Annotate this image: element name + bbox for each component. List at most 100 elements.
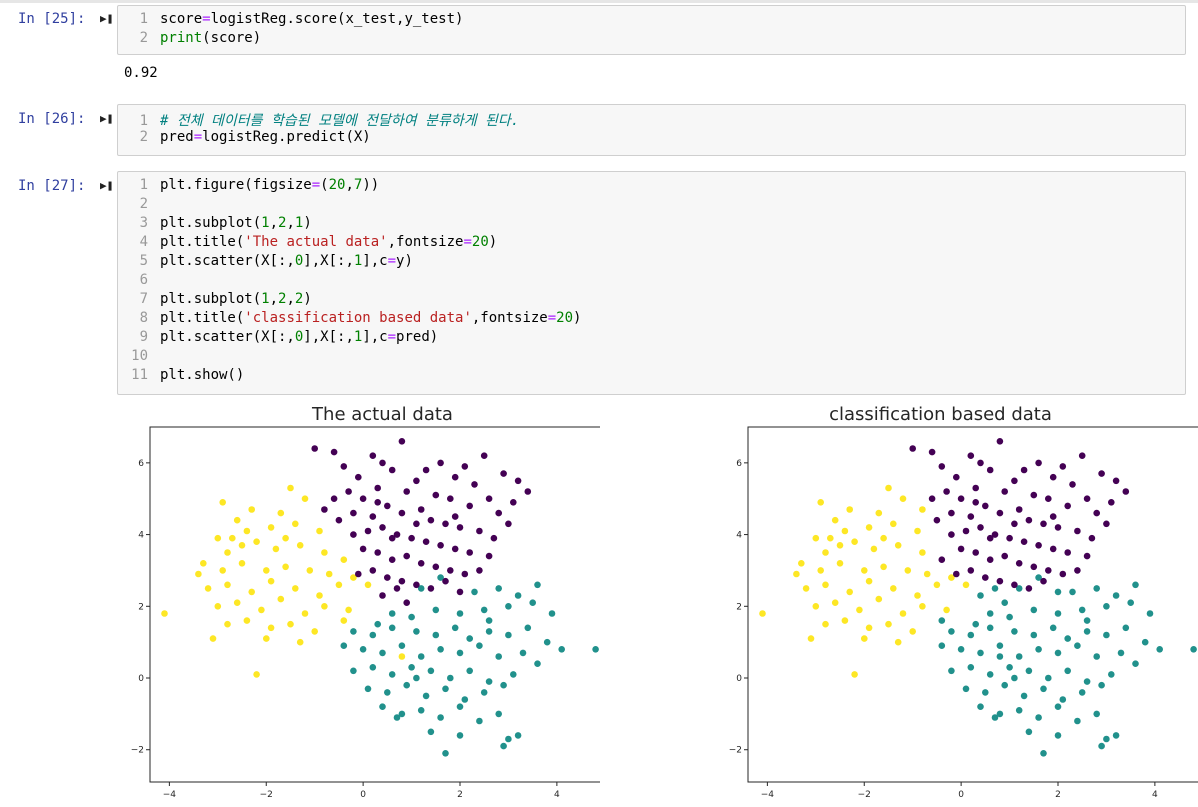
code-line[interactable]: 11 plt.show() [118, 367, 244, 386]
data-point-class2 [759, 610, 766, 617]
code-cell-27[interactable]: In [27]: ▶❚ 1 plt.figure(figsize=(20,7)) 2… [0, 171, 1198, 396]
data-point-class0 [359, 545, 367, 553]
code-line[interactable]: 2 print(score) [118, 30, 262, 49]
data-point-class0 [359, 495, 367, 502]
data-point-class2 [248, 506, 255, 513]
x-tick-label: 2 [457, 790, 463, 800]
data-point-class2 [238, 542, 246, 549]
data-point-class0 [403, 552, 411, 560]
data-point-class2 [885, 484, 892, 492]
data-point-class1 [967, 631, 975, 639]
data-point-class1 [495, 653, 503, 660]
data-point-class0 [369, 452, 377, 459]
data-point-class2 [865, 524, 873, 531]
data-point-class0 [427, 585, 435, 592]
code-line[interactable]: 1 score=logistReg.score(x_test,y_test) [118, 11, 464, 30]
data-point-class0 [1093, 509, 1100, 517]
code-line[interactable]: 2 [118, 196, 160, 215]
data-point-class2 [943, 606, 950, 614]
data-point-class1 [1098, 681, 1105, 689]
data-point-class0 [388, 534, 396, 542]
code-line[interactable]: 7 plt.subplot(1,2,2) [118, 291, 312, 310]
data-point-class1 [991, 714, 999, 721]
data-point-class1 [432, 631, 440, 639]
data-point-class1 [369, 664, 377, 671]
x-tick-label: −4 [761, 790, 775, 800]
data-point-class1 [948, 628, 955, 635]
line-number: 1 [139, 11, 148, 27]
data-point-class1 [480, 689, 488, 696]
code-line[interactable]: 8 plt.title('classification based data',f… [118, 310, 582, 329]
data-point-class0 [403, 488, 411, 495]
code-editor[interactable]: 1 plt.figure(figsize=(20,7)) 2 3 plt.subplot… [117, 171, 1186, 395]
code-editor[interactable]: 1 score=logistReg.score(x_test,y_test) 2 pr… [117, 5, 1186, 55]
data-point-class1 [1132, 581, 1139, 589]
y-tick-label: 2 [736, 602, 742, 612]
data-point-class2 [253, 671, 260, 678]
data-point-class0 [413, 581, 420, 589]
data-point-class0 [364, 527, 372, 535]
data-point-class2 [919, 549, 926, 556]
code-cell-25[interactable]: In [25]: ▶❚ 1 score=logistReg.score(x_tes… [0, 5, 1198, 90]
code-text: # 전체 데이터를 학습된 모델에 전달하여 분류하게 된다. [160, 113, 520, 129]
data-point-class0 [1064, 502, 1071, 510]
code-line[interactable]: 3 plt.subplot(1,2,1) [118, 215, 312, 234]
data-point-class0 [417, 560, 425, 567]
data-point-class0 [311, 445, 319, 452]
data-point-class1 [456, 610, 464, 617]
code-line[interactable]: 5 plt.scatter(X[:,0],X[:,1],c=y) [118, 253, 413, 272]
line-number: 4 [139, 234, 148, 250]
data-point-class1 [1064, 635, 1071, 642]
data-point-class0 [490, 534, 498, 542]
run-cell-icon[interactable]: ▶❚ [100, 179, 114, 192]
data-point-class0 [996, 438, 1004, 445]
code-line[interactable]: 2 pred=logistReg.predict(X) [118, 129, 371, 148]
code-line[interactable]: 4 plt.title('The actual data',fontsize=20… [118, 234, 498, 253]
data-point-class1 [379, 649, 386, 657]
code-line[interactable]: 6 [118, 272, 160, 291]
data-point-class0 [350, 531, 357, 538]
data-point-class1 [1006, 613, 1013, 621]
code-text: plt.show() [160, 367, 245, 383]
data-point-class0 [398, 577, 406, 585]
line-number: 8 [139, 310, 148, 326]
cell-output: 0.92 [124, 65, 158, 81]
code-cell-26[interactable]: In [26]: ▶❚ 1 # 전체 데이터를 학습된 모델에 전달하여 분류하게… [0, 104, 1198, 156]
y-tick-label: −2 [131, 746, 144, 756]
y-tick-label: 0 [736, 674, 742, 684]
data-point-class1 [1103, 631, 1110, 639]
data-point-class1 [388, 624, 396, 632]
code-line[interactable]: 1 plt.figure(figsize=(20,7)) [118, 177, 380, 196]
data-point-class0 [933, 516, 941, 524]
cell-prompt: In [26]: [18, 111, 86, 127]
code-line[interactable]: 10 [118, 348, 160, 367]
data-point-class1 [1035, 714, 1042, 721]
data-point-class0 [977, 524, 984, 531]
code-text: plt.title('The actual data',fontsize=20) [160, 234, 498, 250]
data-point-class1 [1132, 660, 1139, 667]
data-point-class2 [243, 527, 251, 535]
code-editor[interactable]: 1 # 전체 데이터를 학습된 모델에 전달하여 분류하게 된다. 2 pred=lo… [117, 104, 1186, 156]
data-point-class1 [393, 714, 401, 721]
code-line[interactable]: 1 # 전체 데이터를 학습된 모델에 전달하여 분류하게 된다. [118, 110, 520, 129]
data-point-class2 [219, 499, 226, 506]
data-point-class0 [393, 585, 401, 592]
run-cell-icon[interactable]: ▶❚ [100, 112, 114, 125]
code-line[interactable]: 9 plt.scatter(X[:,0],X[:,1],c=pred) [118, 329, 439, 348]
data-point-class0 [996, 509, 1004, 517]
data-point-class1 [466, 635, 474, 642]
data-point-class1 [442, 685, 449, 693]
data-point-class1 [1108, 671, 1115, 678]
run-cell-icon[interactable]: ▶❚ [100, 12, 114, 25]
data-point-class2 [398, 653, 406, 660]
data-point-class2 [865, 577, 873, 585]
data-point-class1 [977, 592, 984, 599]
data-point-class1 [1015, 585, 1023, 592]
data-point-class1 [558, 646, 565, 653]
data-point-class2 [200, 560, 207, 567]
y-tick-label: 4 [138, 531, 144, 541]
data-point-class2 [340, 617, 348, 624]
data-point-class2 [301, 610, 309, 617]
data-point-class2 [292, 585, 299, 592]
data-point-class2 [870, 545, 878, 553]
